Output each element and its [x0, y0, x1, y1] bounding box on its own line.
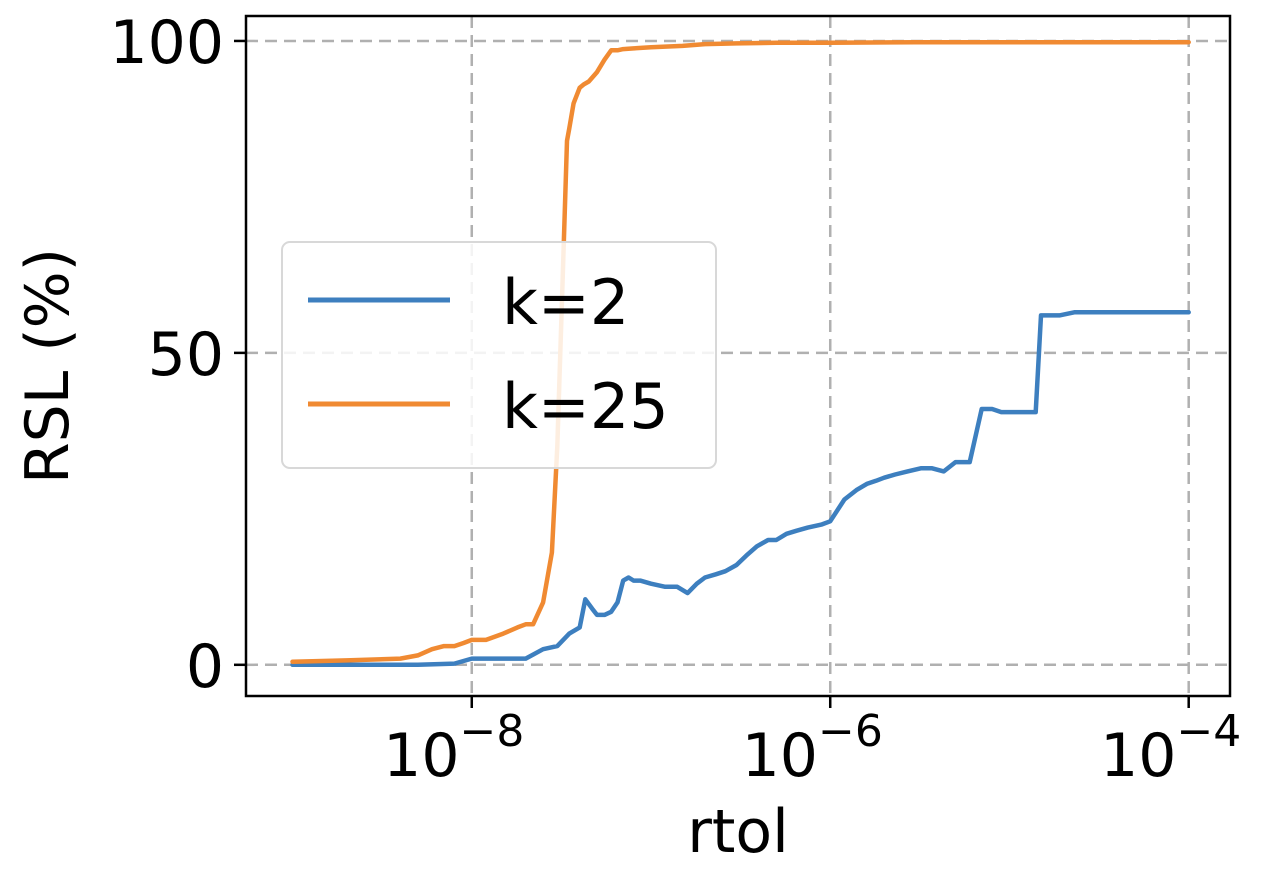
y-tick-label: 50 [148, 320, 224, 390]
plot-series [290, 39, 1191, 668]
legend-label: k=2 [502, 266, 629, 339]
series-line-k-2 [290, 310, 1191, 668]
plot-frame [244, 14, 1232, 698]
x-tick-label: 10−8 [383, 706, 524, 791]
x-tick-label: 10−4 [1100, 706, 1241, 791]
x-tick-label: 10−6 [742, 706, 883, 791]
x-tick-exponent: −8 [460, 706, 525, 757]
x-axis-label: rtol [687, 797, 789, 867]
series-line-k-25 [290, 39, 1191, 664]
legend: k=2 k=25 [281, 241, 717, 469]
x-tick-exponent: −4 [1176, 706, 1241, 757]
x-tick-exponent: −6 [818, 706, 883, 757]
y-tick-label: 100 [109, 8, 224, 78]
y-tick-label: 0 [186, 632, 224, 702]
x-tick-base: 10 [383, 721, 459, 791]
y-axis-label: RSL (%) [13, 248, 83, 484]
x-tick-base: 10 [742, 721, 818, 791]
legend-label: k=25 [502, 370, 669, 443]
x-tick-base: 10 [1100, 721, 1176, 791]
